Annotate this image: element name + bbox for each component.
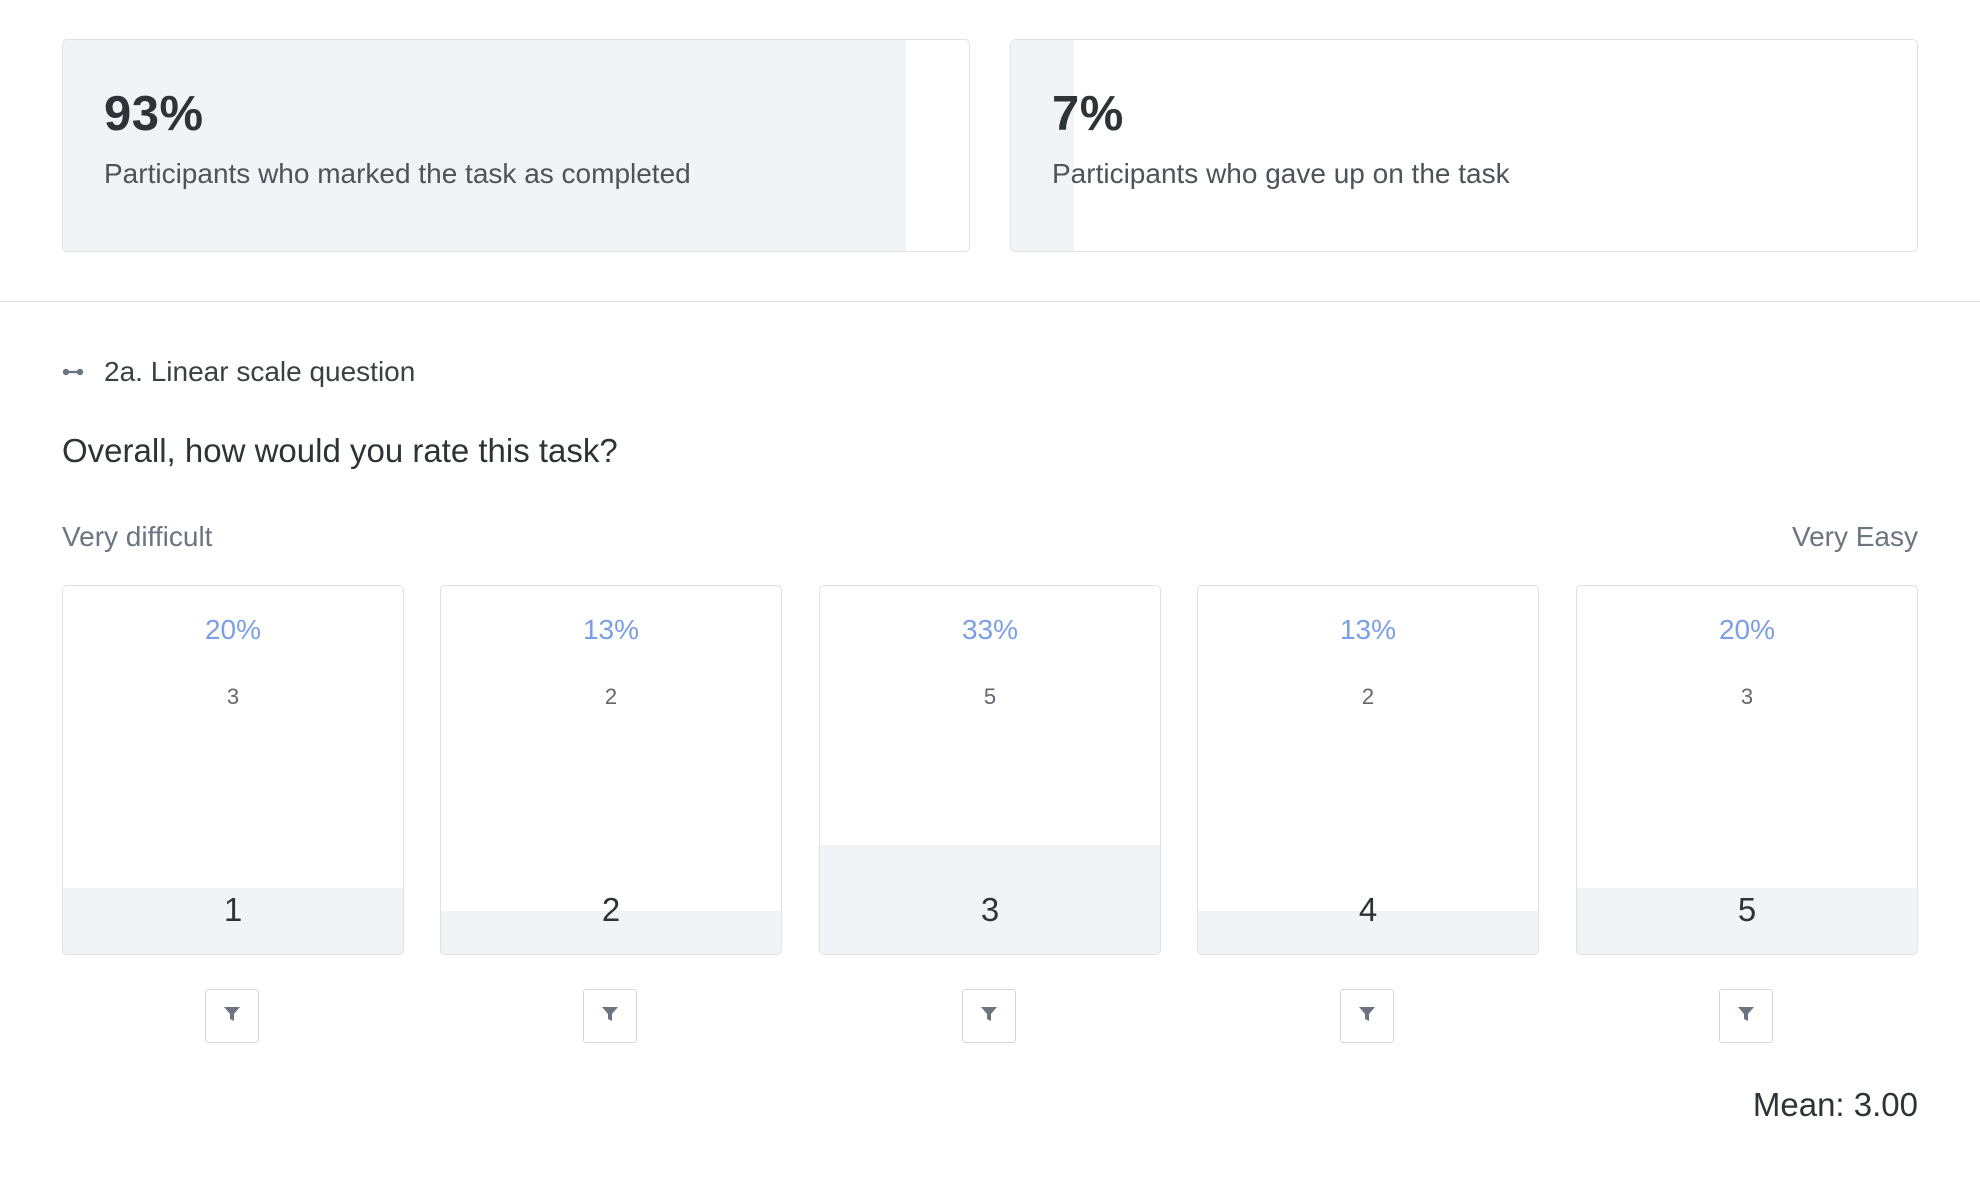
- option-fill-bar: [1198, 910, 1538, 954]
- scale-min-label: Very difficult: [62, 521, 213, 552]
- option-percent: 20%: [204, 614, 262, 645]
- option-count: 2: [604, 684, 618, 709]
- filter-icon: [223, 1005, 241, 1028]
- option-card: 20% 3 1: [62, 585, 404, 955]
- option-count: 3: [1740, 684, 1754, 709]
- option-percent: 33%: [961, 614, 1019, 645]
- scale-option-1: 20% 3 1: [62, 585, 404, 1045]
- option-card: 33% 5 3: [819, 585, 1161, 955]
- linear-scale-icon: [62, 352, 92, 392]
- section-divider: [0, 301, 1980, 302]
- option-card: 20% 3 5: [1576, 585, 1918, 955]
- gave-up-stat-label: Participants who gave up on the task: [1052, 158, 1510, 189]
- question-type-label: 2a. Linear scale question: [104, 356, 416, 387]
- scale-option-3: 33% 5 3: [819, 585, 1161, 1045]
- option-label: 5: [1737, 891, 1757, 928]
- option-percent: 13%: [1339, 614, 1397, 645]
- option-label: 3: [980, 891, 1000, 928]
- task-stats: 93% Participants who marked the task as …: [62, 39, 1918, 252]
- option-label: 1: [223, 891, 243, 928]
- completed-stat-value: 93%: [104, 87, 204, 141]
- filter-button[interactable]: [1340, 989, 1394, 1043]
- option-count: 5: [983, 684, 997, 709]
- scale-option-5: 20% 3 5: [1576, 585, 1918, 1045]
- gave-up-stat-value: 7%: [1052, 87, 1124, 141]
- option-percent: 20%: [1718, 614, 1776, 645]
- option-fill-bar: [820, 844, 1160, 954]
- option-count: 3: [226, 684, 240, 709]
- option-fill-bar: [1577, 887, 1917, 954]
- scale-max-label: Very Easy: [1791, 521, 1918, 552]
- option-label: 2: [601, 891, 621, 928]
- gave-up-stat-fill: [1011, 40, 1075, 251]
- mean-value: Mean: 3.00: [1752, 1086, 1918, 1123]
- scale-options: 20% 3 1 13% 2 2 33% 5 3: [62, 585, 1918, 1045]
- scale-option-4: 13% 2 4: [1197, 585, 1539, 1045]
- option-fill-bar: [63, 887, 403, 954]
- filter-icon: [1737, 1005, 1755, 1028]
- option-card: 13% 2 4: [1197, 585, 1539, 955]
- filter-button[interactable]: [583, 989, 637, 1043]
- option-card: 13% 2 2: [440, 585, 782, 955]
- filter-icon: [1358, 1005, 1376, 1028]
- gave-up-stat-card: 7% Participants who gave up on the task: [1010, 39, 1918, 252]
- scale-option-2: 13% 2 2: [440, 585, 782, 1045]
- completed-stat-label: Participants who marked the task as comp…: [104, 158, 691, 189]
- filter-icon: [601, 1005, 619, 1028]
- question-header: 2a. Linear scale question: [62, 352, 415, 392]
- filter-icon: [980, 1005, 998, 1028]
- completed-stat-card: 93% Participants who marked the task as …: [62, 39, 970, 252]
- filter-button[interactable]: [962, 989, 1016, 1043]
- option-percent: 13%: [582, 614, 640, 645]
- filter-button[interactable]: [1719, 989, 1773, 1043]
- completed-stat-fill: [63, 40, 906, 251]
- question-title: Overall, how would you rate this task?: [62, 432, 618, 469]
- filter-button[interactable]: [205, 989, 259, 1043]
- option-fill-bar: [441, 910, 781, 954]
- option-count: 2: [1361, 684, 1375, 709]
- option-label: 4: [1358, 891, 1378, 928]
